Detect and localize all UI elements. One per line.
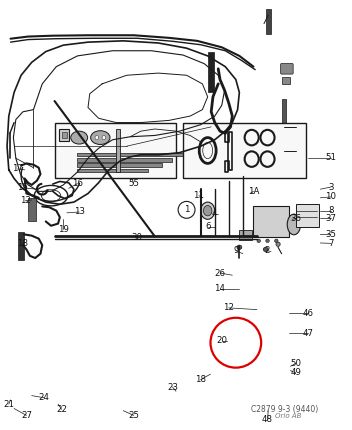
Text: 46: 46 — [302, 309, 314, 317]
Bar — [59, 129, 69, 141]
Text: 6: 6 — [205, 222, 210, 231]
Text: 3: 3 — [328, 183, 334, 191]
Bar — [77, 158, 172, 162]
Ellipse shape — [102, 135, 106, 140]
Text: 36: 36 — [290, 214, 301, 223]
Bar — [77, 169, 148, 172]
Bar — [62, 132, 67, 138]
Bar — [282, 77, 290, 84]
Text: 1A: 1A — [248, 187, 259, 196]
Bar — [282, 131, 286, 159]
Text: 55: 55 — [128, 179, 139, 188]
Ellipse shape — [276, 242, 280, 246]
Text: 14: 14 — [214, 285, 226, 293]
Text: 48: 48 — [262, 415, 273, 424]
Text: 37: 37 — [325, 214, 337, 223]
Text: 49: 49 — [290, 369, 301, 377]
Text: 1: 1 — [184, 206, 189, 214]
Bar — [250, 150, 259, 155]
Text: 10: 10 — [325, 193, 337, 201]
Text: 16: 16 — [72, 179, 83, 188]
Text: 50: 50 — [290, 359, 301, 368]
FancyBboxPatch shape — [281, 64, 293, 74]
Bar — [116, 129, 120, 172]
Ellipse shape — [275, 239, 278, 243]
Text: 19: 19 — [58, 225, 69, 233]
Ellipse shape — [90, 131, 110, 144]
Text: 24: 24 — [38, 393, 50, 402]
Bar — [266, 9, 271, 34]
Text: Orio AB: Orio AB — [276, 413, 302, 419]
Bar — [28, 198, 36, 221]
Text: 18: 18 — [17, 240, 29, 248]
Ellipse shape — [237, 245, 242, 249]
Text: 25: 25 — [128, 411, 139, 420]
Bar — [296, 204, 319, 227]
Text: 21: 21 — [3, 400, 14, 408]
Ellipse shape — [266, 239, 269, 243]
Bar — [239, 230, 252, 240]
Text: 17: 17 — [12, 165, 23, 173]
Text: 11: 11 — [193, 191, 205, 200]
Text: 18: 18 — [195, 375, 206, 384]
Text: 47: 47 — [302, 329, 314, 338]
Bar — [282, 99, 286, 127]
Bar — [183, 123, 306, 178]
Bar — [55, 123, 176, 178]
Bar — [208, 52, 214, 92]
Ellipse shape — [203, 206, 212, 216]
Text: 26: 26 — [214, 269, 226, 277]
Text: 8: 8 — [328, 206, 334, 215]
Text: 7: 7 — [328, 239, 334, 248]
Text: 27: 27 — [21, 411, 32, 420]
Ellipse shape — [95, 135, 99, 140]
Text: C2879 9-3 (9440): C2879 9-3 (9440) — [251, 405, 319, 414]
Ellipse shape — [263, 247, 268, 252]
Bar — [253, 206, 289, 237]
Text: 9: 9 — [233, 246, 239, 255]
Ellipse shape — [257, 239, 260, 243]
Bar — [77, 153, 183, 156]
Text: 12: 12 — [20, 197, 31, 205]
Text: 22: 22 — [56, 405, 67, 414]
Text: 13: 13 — [74, 208, 85, 216]
Text: 35: 35 — [325, 230, 337, 239]
Text: 20: 20 — [216, 337, 227, 345]
Bar — [77, 163, 162, 167]
Text: 12: 12 — [223, 304, 234, 312]
Text: 15: 15 — [17, 184, 29, 192]
Text: 2: 2 — [265, 246, 270, 255]
Text: 4: 4 — [212, 209, 218, 218]
Ellipse shape — [287, 214, 301, 235]
Ellipse shape — [201, 202, 215, 219]
Bar — [18, 232, 24, 260]
Text: 51: 51 — [325, 154, 337, 162]
Ellipse shape — [71, 131, 88, 144]
Text: 30: 30 — [132, 233, 143, 242]
Text: 23: 23 — [167, 383, 178, 391]
